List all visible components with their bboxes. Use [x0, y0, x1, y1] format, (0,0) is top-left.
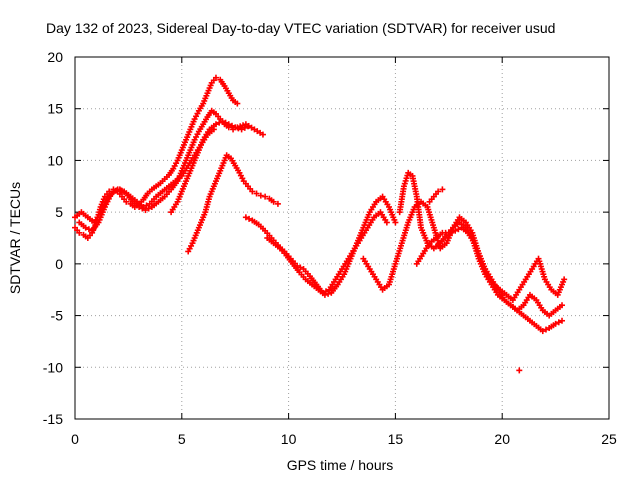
- x-tick-label: 0: [71, 431, 79, 447]
- data-point: [245, 123, 252, 130]
- data-point: [455, 226, 462, 233]
- x-tick-label: 25: [601, 431, 617, 447]
- data-point: [270, 198, 277, 205]
- data-point: [253, 190, 260, 197]
- data-point: [145, 205, 152, 212]
- data-point: [242, 214, 249, 221]
- data-point: [225, 121, 232, 128]
- chart-title: Day 132 of 2023, Sidereal Day-to-day VTE…: [46, 20, 555, 36]
- data-point: [246, 215, 253, 222]
- data-point: [76, 229, 83, 236]
- data-point: [117, 187, 124, 194]
- data-point: [114, 186, 121, 193]
- data-point: [234, 100, 241, 107]
- y-tick-label: -5: [51, 308, 64, 324]
- data-point: [435, 188, 442, 195]
- grid: [75, 57, 609, 419]
- data-point: [216, 119, 223, 126]
- data-point: [539, 328, 546, 335]
- data-point: [449, 228, 456, 235]
- y-tick-label: -15: [43, 411, 63, 427]
- data-point: [212, 74, 219, 81]
- y-tick-label: 5: [55, 204, 63, 220]
- data-point: [123, 198, 130, 205]
- data-point: [439, 186, 446, 193]
- data-point: [232, 124, 239, 131]
- data-point: [82, 224, 89, 231]
- data-point: [445, 229, 452, 236]
- data-point: [212, 121, 219, 128]
- data-point: [561, 276, 568, 283]
- data-point: [552, 320, 559, 327]
- data-point: [259, 131, 266, 138]
- data-point: [235, 125, 242, 132]
- x-axis-label: GPS time / hours: [287, 457, 394, 473]
- y-tick-label: 10: [47, 152, 63, 168]
- y-tick-label: -10: [43, 359, 63, 375]
- data-point: [228, 122, 235, 129]
- y-tick-label: 15: [47, 101, 63, 117]
- data-point: [321, 291, 328, 298]
- data-point: [516, 367, 523, 374]
- data-point: [325, 290, 332, 297]
- data-point: [222, 119, 229, 126]
- x-tick-label: 10: [281, 431, 297, 447]
- data-point: [142, 207, 149, 214]
- data-point: [542, 326, 549, 333]
- data-point: [262, 193, 269, 200]
- y-axis-label: SDTVAR / TECUs: [7, 182, 23, 294]
- data-point: [555, 319, 562, 326]
- x-tick-label: 20: [494, 431, 510, 447]
- data-point: [274, 200, 281, 207]
- data-point: [140, 203, 147, 210]
- data-points: [72, 74, 568, 374]
- x-tick-labels: 0 5 10 15 20 25: [71, 431, 617, 447]
- data-point: [249, 188, 256, 195]
- data-point: [559, 302, 566, 309]
- plot-frame: [74, 56, 610, 420]
- data-point: [559, 317, 566, 324]
- y-tick-label: 20: [47, 49, 63, 65]
- y-tick-label: 0: [55, 256, 63, 272]
- data-point: [219, 118, 226, 125]
- data-point: [452, 227, 459, 234]
- data-point: [383, 219, 390, 226]
- x-tick-label: 15: [388, 431, 404, 447]
- y-tick-labels: -15 -10 -5 0 5 10 15 20: [43, 49, 63, 427]
- data-point: [392, 219, 399, 226]
- axis-ticks: [74, 56, 610, 420]
- data-point: [257, 192, 264, 199]
- data-point: [238, 126, 245, 133]
- data-point: [143, 202, 150, 209]
- data-point: [241, 124, 248, 131]
- x-tick-label: 5: [178, 431, 186, 447]
